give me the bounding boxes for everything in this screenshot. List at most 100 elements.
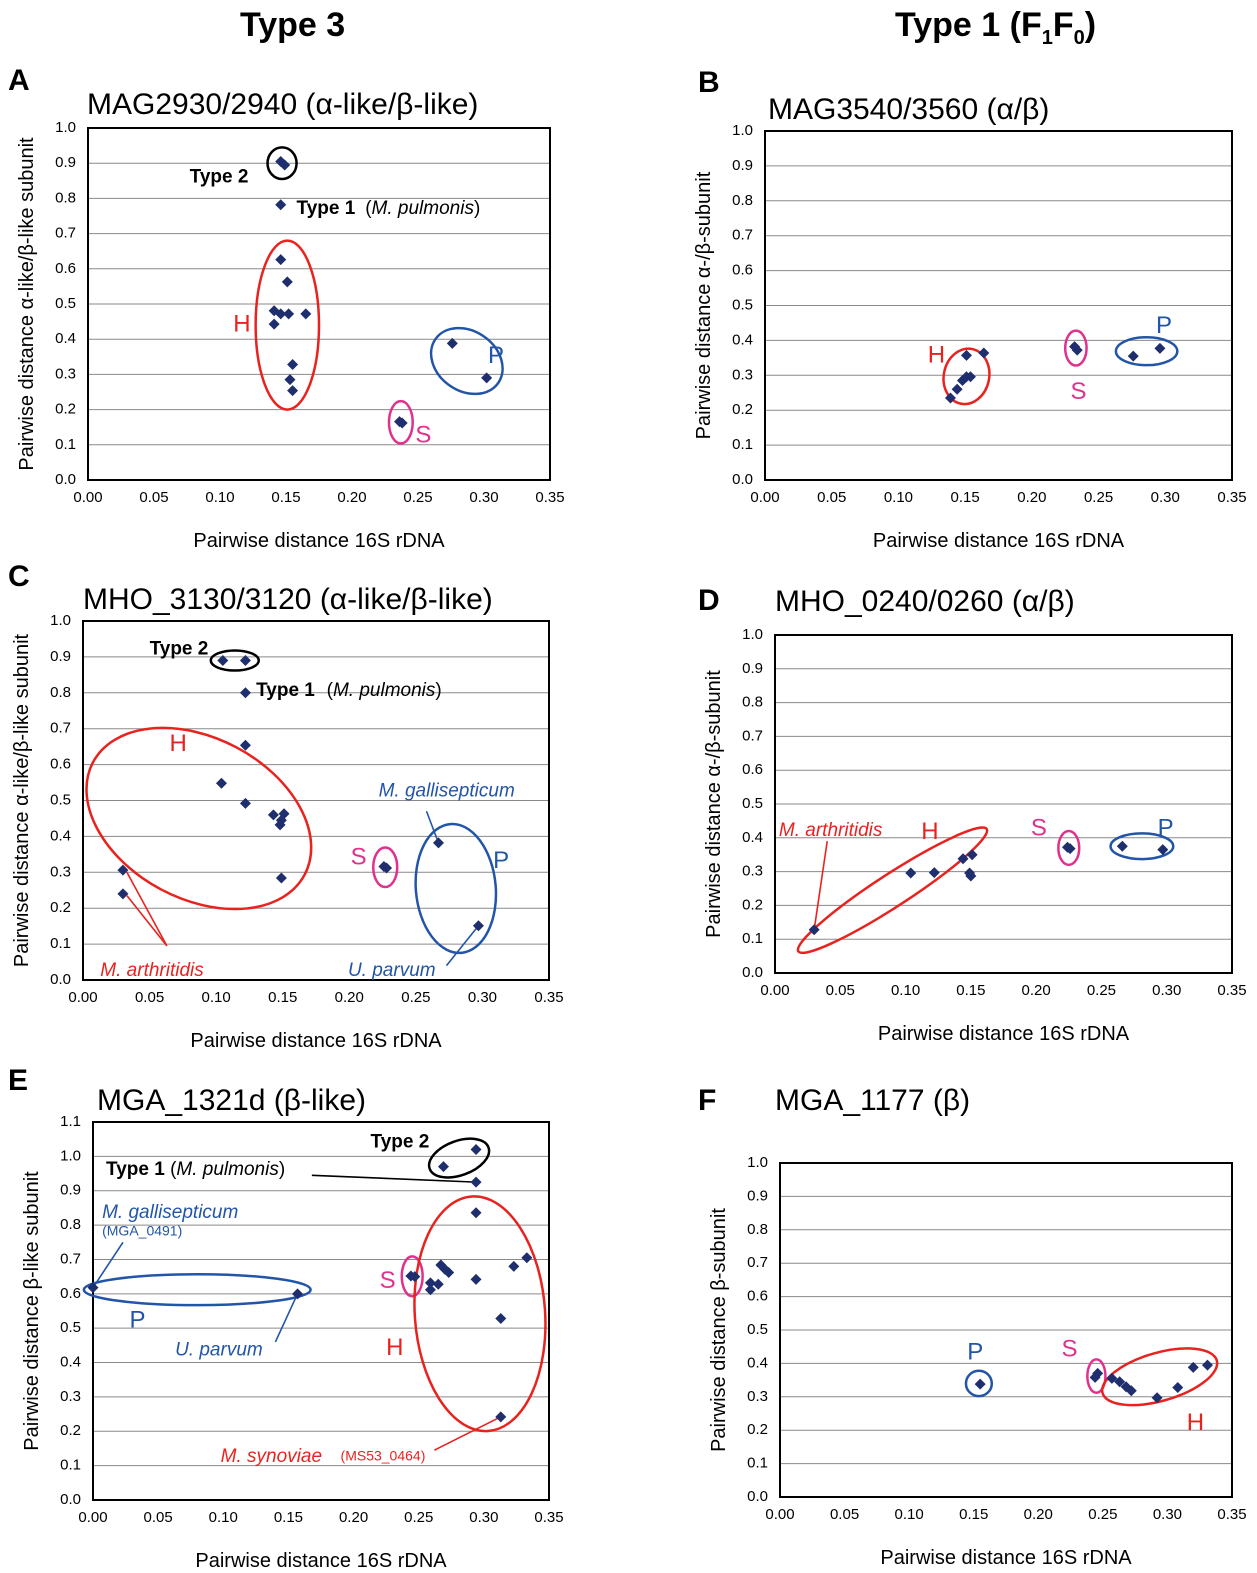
data-point — [292, 1288, 304, 1300]
data-point — [470, 1207, 482, 1219]
y-tick-label: 1.0 — [747, 1154, 768, 1171]
annotation: M. arthritidis — [100, 960, 204, 981]
y-tick-label: 0.5 — [55, 295, 76, 312]
data-point — [1064, 843, 1076, 855]
cluster-ellipse — [796, 826, 989, 955]
x-tick-label: 0.10 — [884, 489, 913, 506]
plot-frame — [774, 634, 1233, 974]
data-point — [424, 1284, 436, 1296]
y-tick-label: 0.8 — [747, 1221, 768, 1238]
x-tick-label: 0.35 — [534, 989, 563, 1006]
column-title-type1-mid: F — [1052, 6, 1074, 44]
data-point — [284, 374, 296, 386]
y-tick-label: 0.8 — [732, 192, 753, 209]
y-tick-label: 0.0 — [732, 471, 753, 488]
data-point — [481, 372, 493, 384]
y-tick-label: 0.5 — [50, 791, 71, 808]
data-point — [274, 819, 286, 831]
leader-line — [126, 895, 168, 947]
y-tick-label: 0.7 — [732, 227, 753, 244]
data-point — [495, 1411, 507, 1423]
panel-title: MAG2930/2940 (α-like/β-like) — [87, 88, 478, 121]
annotation: P — [493, 847, 509, 874]
y-tick-label: 1.0 — [55, 119, 76, 136]
annotation: S — [415, 421, 431, 448]
data-point — [965, 870, 977, 882]
annotation: P — [1156, 312, 1172, 339]
data-point — [808, 924, 820, 936]
annotation: (MGA_0491) — [102, 1223, 182, 1239]
leader-line — [126, 871, 168, 947]
annotation: P — [967, 1339, 983, 1366]
y-tick-label: 0.7 — [742, 727, 763, 744]
x-tick-label: 0.15 — [271, 489, 300, 506]
cluster-ellipse — [82, 1272, 312, 1307]
data-point — [279, 159, 291, 171]
x-tick-label: 0.25 — [1084, 489, 1113, 506]
annotation-part: ) — [474, 198, 480, 219]
x-tick-label: 0.15 — [268, 989, 297, 1006]
x-axis-label: Pairwise distance 16S rDNA — [880, 1547, 1132, 1569]
y-tick-label: 0.7 — [747, 1254, 768, 1271]
x-tick-label: 0.05 — [817, 489, 846, 506]
panel-title: MHO_0240/0260 (α/β) — [775, 585, 1075, 618]
x-tick-label: 0.35 — [1217, 982, 1246, 999]
x-tick-label: 0.30 — [469, 1509, 498, 1526]
cluster-ellipse — [964, 1369, 994, 1398]
x-tick-label: 0.15 — [956, 982, 985, 999]
annotation: (M. pulmonis) — [365, 198, 480, 219]
data-point — [87, 1282, 99, 1294]
y-tick-label: 0.2 — [747, 1421, 768, 1438]
y-tick-label: 0.1 — [742, 930, 763, 947]
y-tick-label: 0.7 — [60, 1250, 81, 1267]
annotation: Type 1 — [297, 198, 356, 219]
data-point — [1071, 344, 1083, 356]
plot-frame — [82, 620, 550, 981]
x-axis-label: Pairwise distance 16S rDNA — [190, 1030, 442, 1052]
data-point — [424, 1277, 436, 1289]
y-tick-label: 0.2 — [60, 1422, 81, 1439]
x-tick-label: 0.05 — [144, 1509, 173, 1526]
panel-title: MHO_3130/3120 (α-like/β-like) — [83, 583, 493, 616]
annotation: U. parvum — [175, 1340, 263, 1361]
y-tick-label: 0.6 — [747, 1288, 768, 1305]
data-point — [521, 1252, 533, 1264]
y-tick-label: 0.5 — [742, 795, 763, 812]
x-tick-label: 0.05 — [826, 982, 855, 999]
annotation: U. parvum — [348, 960, 436, 981]
y-tick-label: 0.9 — [742, 660, 763, 677]
y-tick-label: 0.3 — [747, 1388, 768, 1405]
data-point — [217, 654, 229, 666]
y-axis-label: Pairwise distance α-/β-subunit — [703, 670, 725, 938]
annotation: M. synoviae — [221, 1446, 322, 1467]
y-tick-label: 0.9 — [60, 1182, 81, 1199]
data-point — [957, 853, 969, 865]
annotation: H — [233, 310, 250, 337]
y-tick-label: 0.0 — [60, 1491, 81, 1508]
cluster-ellipse — [1114, 336, 1179, 367]
data-point — [1151, 1392, 1163, 1404]
y-tick-label: 0.2 — [732, 401, 753, 418]
annotation: (M. pulmonis) — [327, 680, 442, 701]
annotation: Type 1 (M. pulmonis) — [106, 1159, 285, 1180]
x-tick-label: 0.10 — [895, 1506, 924, 1523]
data-point — [268, 318, 280, 330]
y-tick-label: 0.3 — [732, 366, 753, 383]
x-axis-label: Pairwise distance 16S rDNA — [873, 530, 1125, 552]
annotation: M. gallisepticum — [379, 781, 515, 802]
column-title-type3: Type 3 — [240, 6, 345, 45]
x-tick-label: 0.20 — [335, 989, 364, 1006]
y-tick-label: 0.1 — [50, 935, 71, 952]
x-tick-label: 0.00 — [78, 1509, 107, 1526]
leader-line — [311, 1174, 477, 1183]
annotation-part: ( — [365, 198, 372, 219]
data-point — [239, 797, 251, 809]
x-tick-label: 0.35 — [535, 489, 564, 506]
x-tick-label: 0.00 — [765, 1506, 794, 1523]
y-tick-label: 0.9 — [747, 1187, 768, 1204]
cluster-ellipse — [1063, 329, 1088, 367]
annotation: H — [170, 730, 187, 757]
data-point — [978, 347, 990, 359]
data-point — [215, 777, 227, 789]
y-tick-label: 0.9 — [732, 157, 753, 174]
